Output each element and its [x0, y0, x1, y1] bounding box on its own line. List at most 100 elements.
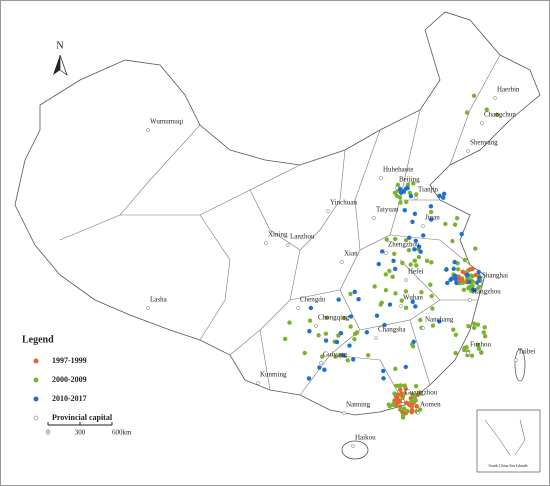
city-label: Aomen: [420, 401, 441, 409]
city-label: Nanchang: [425, 316, 454, 324]
capital-marker: [478, 282, 482, 286]
site-dot: [464, 110, 470, 115]
site-dot: [479, 350, 484, 355]
north-label: N: [56, 40, 63, 51]
site-dot: [323, 338, 329, 343]
site-dot: [470, 283, 475, 289]
site-dot: [402, 208, 407, 213]
site-dot: [452, 222, 458, 227]
site-dot: [392, 391, 397, 396]
site-dot: [455, 267, 461, 272]
site-dot: [402, 406, 407, 411]
site-dot: [287, 320, 292, 325]
capital-marker: [342, 411, 346, 415]
site-dot: [379, 300, 384, 305]
site-dot: [397, 407, 403, 412]
site-dot: [405, 182, 411, 188]
site-dot: [336, 297, 341, 302]
site-dot: [392, 236, 398, 242]
site-dot: [476, 346, 482, 351]
capital-marker: [395, 186, 399, 190]
capital-marker: [340, 260, 344, 264]
site-dot: [468, 273, 474, 278]
site-dot: [441, 195, 446, 200]
site-dot: [338, 353, 343, 358]
site-dot: [482, 325, 487, 330]
site-dot: [473, 246, 478, 251]
site-dot: [449, 276, 454, 281]
site-dot: [334, 339, 340, 345]
site-dot: [356, 296, 361, 302]
city-label: Taiyuan: [376, 206, 399, 214]
site-dot: [429, 217, 434, 222]
site-dot: [481, 330, 487, 335]
site-dot: [451, 327, 456, 332]
site-dot: [352, 336, 357, 342]
site-dot: [317, 365, 322, 370]
site-dot: [454, 280, 459, 286]
capital-marker: [372, 216, 376, 220]
site-dot: [430, 306, 435, 311]
site-dot: [413, 384, 419, 389]
scale-label: 300: [75, 429, 86, 437]
capital-marker: [401, 399, 405, 403]
site-dot: [387, 268, 392, 274]
site-dot: [372, 284, 377, 289]
city-label: Guangzhou: [405, 389, 438, 397]
site-dot: [484, 107, 489, 112]
site-dot: [399, 391, 404, 396]
city-label: Xining: [268, 231, 288, 239]
site-dot: [354, 330, 360, 335]
site-dot: [414, 263, 419, 268]
site-dot: [476, 269, 481, 275]
site-dot: [452, 259, 457, 265]
site-dot: [462, 257, 468, 263]
city-label: Wuhan: [403, 294, 423, 302]
site-dot: [364, 330, 370, 335]
site-dot: [348, 324, 353, 329]
site-dot: [461, 347, 467, 353]
city-label: Haikou: [355, 434, 376, 442]
capital-marker: [421, 224, 425, 228]
site-dot: [411, 339, 416, 345]
site-dot: [466, 323, 471, 329]
site-dot: [469, 353, 475, 358]
site-dot: [348, 314, 354, 319]
site-dot: [384, 237, 389, 242]
site-dot: [398, 383, 404, 388]
scale-bar: [47, 422, 113, 426]
city-label: Taibei: [518, 348, 535, 356]
site-dot: [302, 350, 307, 356]
site-dot: [308, 305, 314, 311]
site-dot: [348, 291, 353, 297]
site-dot: [341, 353, 346, 358]
site-dot: [390, 274, 395, 280]
site-dot: [380, 368, 386, 374]
capital-marker: [468, 298, 472, 302]
site-dot: [413, 238, 419, 243]
scale-label: 0: [46, 429, 50, 437]
city-label: Beijing: [399, 176, 420, 184]
site-dot: [465, 272, 470, 278]
site-dot: [453, 350, 458, 356]
site-dot: [392, 251, 397, 257]
site-dot: [403, 289, 409, 294]
site-dot: [450, 238, 455, 244]
site-dot: [402, 391, 407, 396]
capital-marker: [146, 128, 150, 132]
inset-label: South China Sea Islands: [489, 463, 528, 468]
capital-marker: [146, 306, 150, 310]
taiwan: [514, 348, 526, 382]
site-dot: [424, 258, 430, 263]
site-dot: [451, 266, 456, 272]
capital-marker: [379, 176, 383, 180]
city-label: Chongqing: [318, 314, 350, 322]
site-dot: [421, 233, 426, 238]
site-dot: [467, 267, 473, 272]
capital-marker: [374, 336, 378, 340]
city-label: Huhehaote: [383, 166, 413, 174]
site-dot: [379, 249, 385, 254]
site-dot: [452, 273, 458, 279]
capital-marker: [384, 251, 388, 255]
site-dot: [307, 328, 312, 334]
